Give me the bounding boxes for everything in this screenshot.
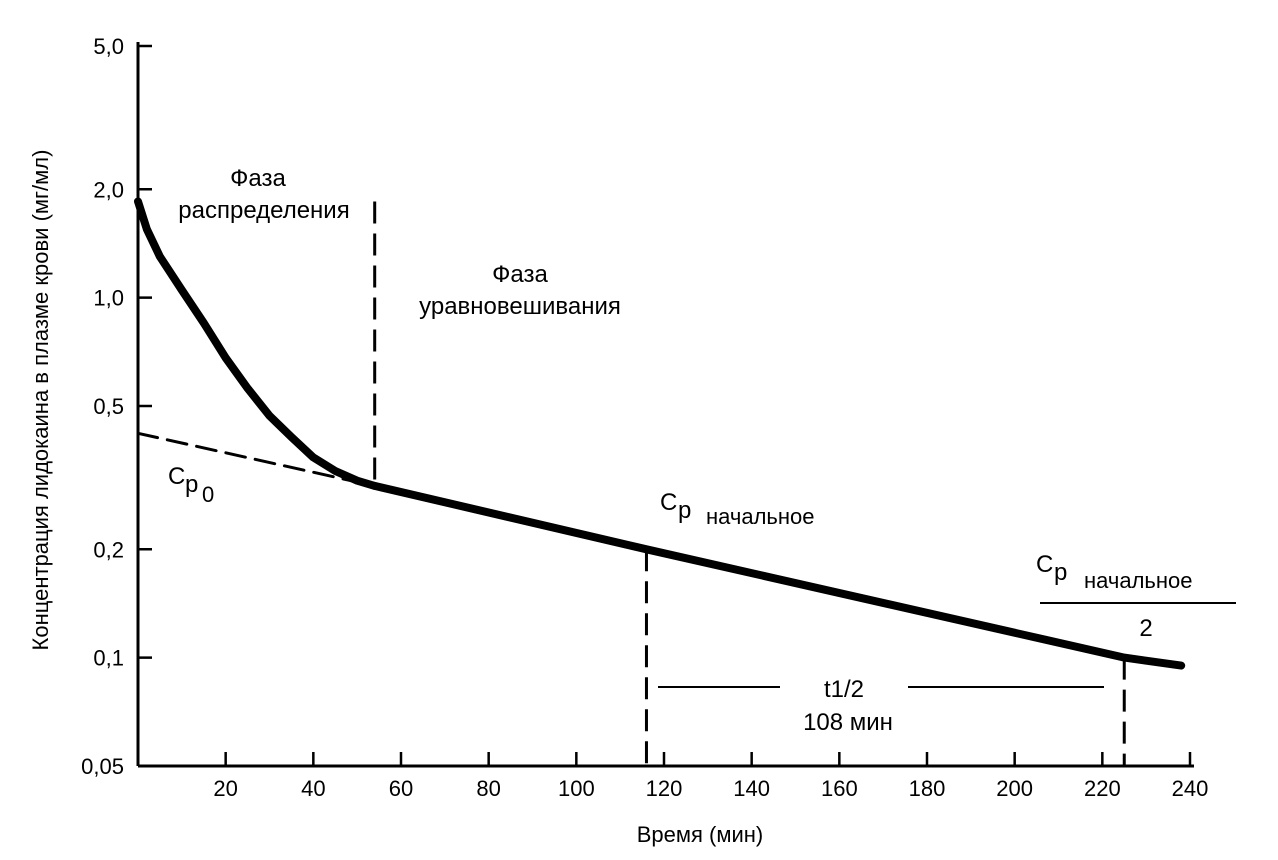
x-tick-label: 80: [476, 776, 500, 801]
svg-text:0: 0: [202, 482, 214, 507]
phase-distribution-label-1: Фаза: [230, 165, 286, 192]
y-tick-label: 0,2: [93, 537, 124, 562]
x-tick-label: 180: [909, 776, 946, 801]
half-life-annotation: t1/2 108 мин: [658, 676, 1104, 736]
y-tick-label: 5,0: [93, 34, 124, 59]
x-axis-title: Время (мин): [637, 822, 764, 847]
svg-text:p: p: [185, 471, 198, 498]
svg-text:C: C: [168, 463, 185, 490]
y-tick-label: 1,0: [93, 286, 124, 311]
svg-text:t1/2: t1/2: [824, 676, 864, 703]
axes: [136, 42, 1194, 768]
cp-half-label: C p начальное 2: [1036, 551, 1236, 642]
phase-equilibrium-label-2: уравновешивания: [419, 293, 621, 320]
x-tick-label: 140: [733, 776, 770, 801]
phase-equilibrium-label-1: Фаза: [492, 261, 548, 288]
x-tick-label: 160: [821, 776, 858, 801]
phase-distribution-label-2: распределения: [178, 197, 349, 224]
y-axis-title: Концентрация лидокаина в плазме крови (м…: [28, 150, 53, 651]
x-tick-label: 240: [1172, 776, 1209, 801]
svg-text:C: C: [1036, 551, 1053, 578]
x-tick-label: 60: [389, 776, 413, 801]
svg-text:C: C: [660, 489, 677, 516]
ticks: 20 40 60 80 100 120 140 160 180 200 220 2400,050,10…: [81, 34, 1208, 801]
x-tick-label: 120: [646, 776, 683, 801]
svg-text:начальное: начальное: [706, 504, 815, 529]
series-line-3: [136, 431, 377, 488]
cp-initial-label: C p начальное: [660, 489, 815, 529]
x-tick-label: 220: [1084, 776, 1121, 801]
svg-text:p: p: [678, 497, 691, 524]
series-line-1: [134, 197, 379, 490]
x-tick-label: 20: [213, 776, 237, 801]
y-tick-label: 0,05: [81, 754, 124, 779]
svg-text:p: p: [1054, 559, 1067, 586]
x-tick-label: 40: [301, 776, 325, 801]
cp0-label: C p 0: [168, 463, 214, 507]
series-line-2: [370, 481, 1186, 670]
svg-text:начальное: начальное: [1084, 568, 1193, 593]
y-tick-label: 0,1: [93, 646, 124, 671]
x-tick-label: 200: [996, 776, 1033, 801]
svg-text:2: 2: [1139, 615, 1152, 642]
y-tick-label: 0,5: [93, 394, 124, 419]
x-tick-label: 100: [558, 776, 595, 801]
series: [134, 197, 1186, 670]
vlines: [373, 201, 1126, 766]
y-tick-label: 2,0: [93, 177, 124, 202]
svg-text:108 мин: 108 мин: [803, 709, 893, 736]
